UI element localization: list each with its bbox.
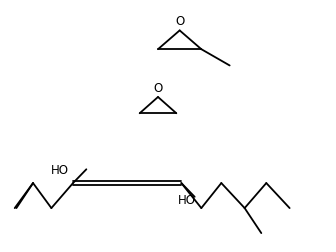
Text: O: O [175,15,184,28]
Text: O: O [153,82,163,94]
Text: HO: HO [51,163,69,176]
Text: HO: HO [178,193,196,206]
